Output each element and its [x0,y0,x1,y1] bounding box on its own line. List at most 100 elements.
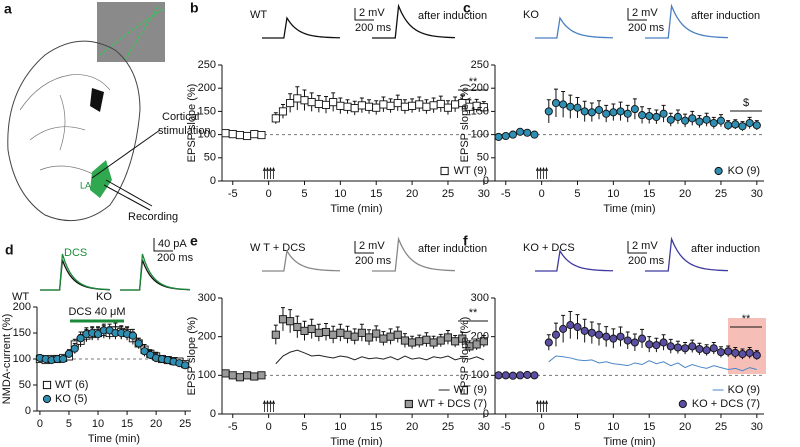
marker [530,371,539,380]
marker [228,371,237,380]
marker [329,98,338,107]
x-tick-label: -5 [501,188,511,200]
inset-label: WT [12,291,29,303]
marker [59,354,68,364]
scale-label: 2 mV [359,7,385,19]
trace [372,236,456,272]
marker [365,333,374,342]
significance-label: ** [469,76,478,88]
legend-label: KO (9) [728,384,760,396]
marker [221,129,230,138]
marker [695,344,704,354]
marker [587,328,596,337]
y-tick-label: 250 [198,59,216,71]
marker [523,128,532,137]
y-tick-label: 0 [210,175,216,187]
x-tick-label: 0 [266,188,272,200]
induction-arrow [271,399,276,412]
marker [436,336,445,345]
induction-arrow [265,166,270,179]
marker [530,130,539,139]
induction-arrow [538,166,543,179]
marker [286,98,295,108]
y-tick-label: 300 [198,292,216,304]
x-tick-label: 10 [607,188,619,200]
marker [516,127,525,136]
marker [501,131,510,141]
panel-label: b [190,0,199,16]
scale-label: 200 ms [355,255,392,267]
x-tick-label: 5 [574,421,580,433]
x-tick-label: 20 [150,418,162,430]
marker [443,333,453,342]
marker [300,326,309,335]
trace [372,3,456,39]
marker [357,328,366,337]
legend-label: KO + DCS (7) [692,398,760,410]
marker [573,322,582,332]
x-tick-label: 20 [406,421,418,433]
induction-arrow [538,399,543,412]
x-tick-label: 30 [751,421,763,433]
marker [544,107,553,116]
x-tick-label: 5 [574,188,580,200]
panel-label: f [463,233,468,249]
inset-label: KO [96,291,112,303]
inset-label: WT [250,9,267,21]
marker [724,121,733,130]
marker [695,117,704,126]
marker [652,341,661,350]
x-tick-label: 0 [266,421,272,433]
rec-electrode [103,184,151,211]
panel-label: e [190,233,198,249]
marker [321,327,331,337]
marker [271,330,280,339]
y-axis-title: NMDA-current (%) [1,314,13,404]
scale-label: 200 ms [628,255,665,267]
trace [40,253,111,291]
stim-label: Cortical [162,111,199,123]
marker [659,109,668,118]
y-tick-label: 200 [471,331,489,343]
induction-arrow [535,399,540,412]
trace [645,236,729,272]
marker [566,102,575,111]
marker [429,338,438,347]
y-tick-label: 150 [198,105,216,117]
marker [243,131,252,141]
x-tick-label: 25 [442,188,454,200]
marker [752,121,761,130]
x-tick-label: 20 [679,421,691,433]
marker [494,371,503,380]
marker [458,334,467,343]
panel-a: a Cortical stimulation LA Recording [4,1,211,223]
marker [666,342,675,351]
marker [128,331,137,340]
induction-arrow [271,166,276,179]
marker [386,332,395,341]
marker [523,370,532,379]
series-line [548,355,757,372]
marker [451,100,460,109]
significance-label: $ [743,97,749,109]
marker [479,103,488,112]
x-axis-title: Time (min) [603,203,655,215]
marker [716,348,726,357]
pipette-outline [99,7,166,56]
scale-label: 200 ms [355,22,392,34]
marker [350,332,359,341]
marker [594,105,604,115]
marker [300,96,309,105]
trace [535,16,614,39]
x-tick-label: 15 [370,421,382,433]
marker [544,338,553,347]
scale-label: 200 ms [157,252,194,264]
marker [559,100,568,109]
y-tick-label: 50 [204,152,216,164]
induction-arrow [541,166,546,179]
marker [638,334,647,343]
marker [652,112,661,122]
x-tick-label: 10 [92,418,104,430]
marker [551,98,561,108]
